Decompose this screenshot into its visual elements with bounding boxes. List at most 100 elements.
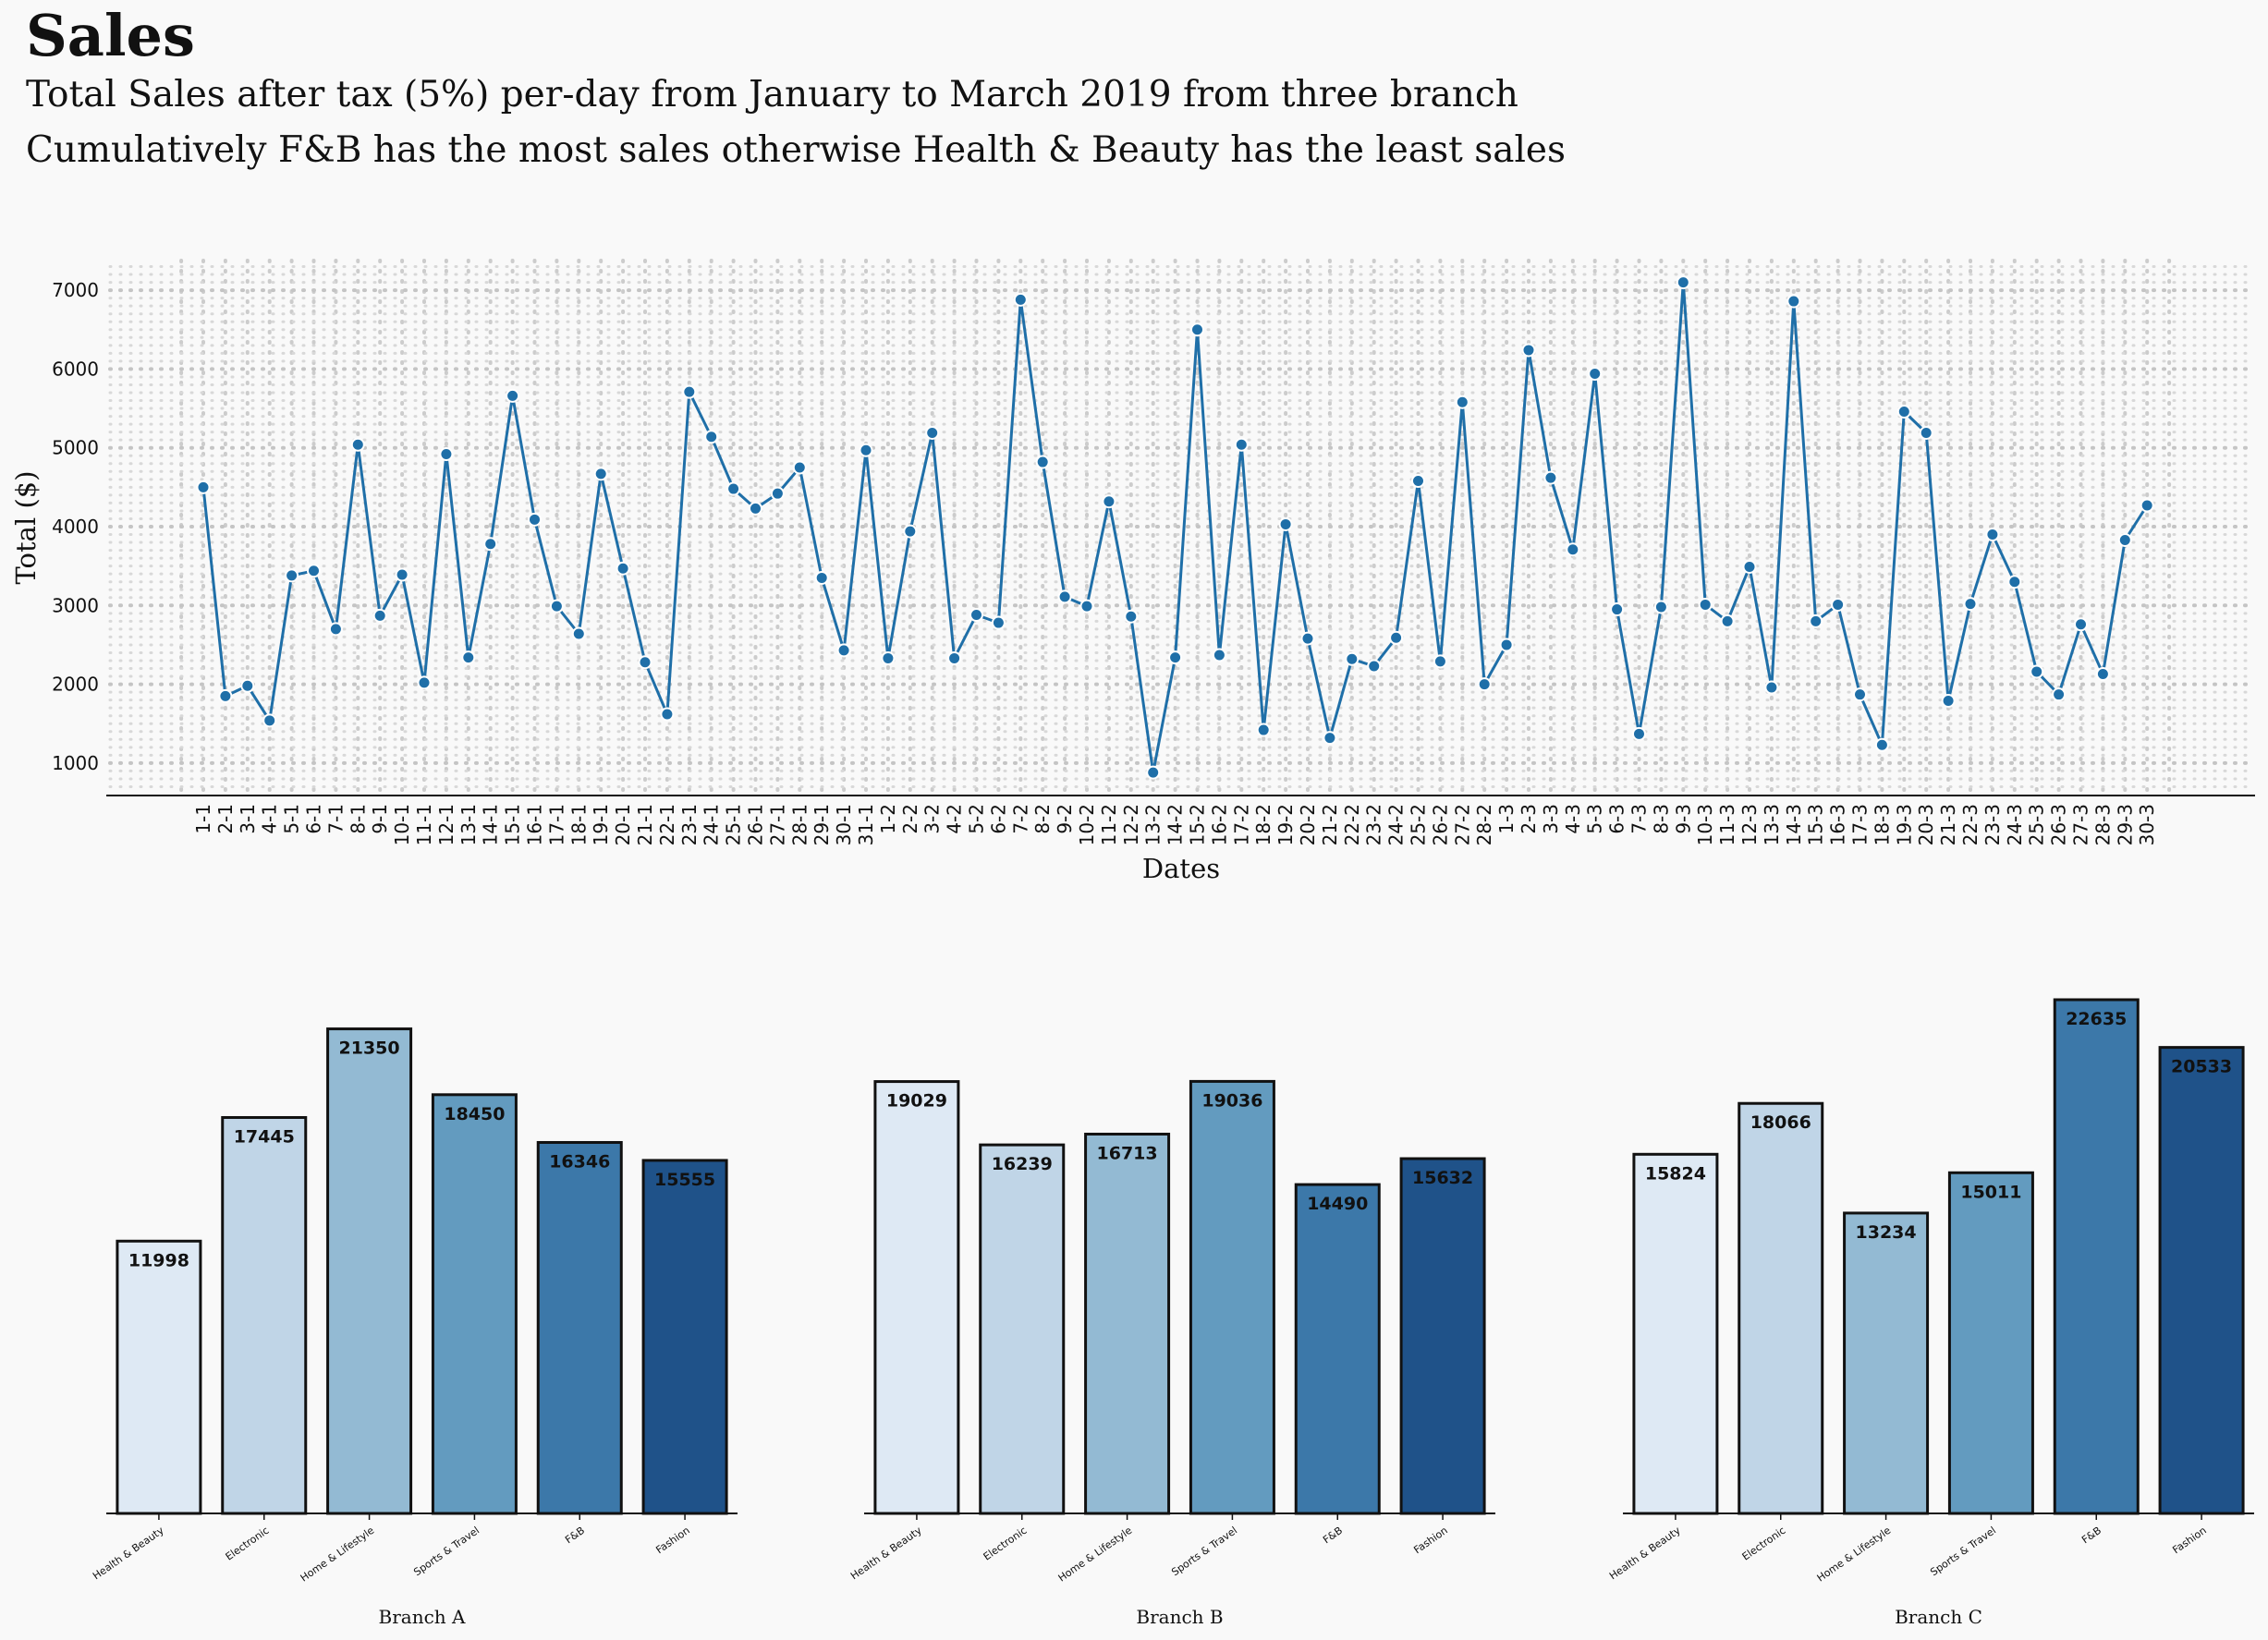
bar-value-label: 15555 bbox=[654, 1170, 715, 1190]
x-tick-label: 14-1 bbox=[480, 804, 502, 845]
y-tick-label: 4000 bbox=[52, 516, 99, 538]
data-point bbox=[1234, 437, 1249, 452]
data-point bbox=[593, 467, 608, 481]
x-tick-label: 12-3 bbox=[1738, 804, 1761, 845]
data-point bbox=[1389, 630, 1404, 645]
x-tick-label: 1-2 bbox=[877, 804, 899, 834]
x-tick-label: 22-1 bbox=[656, 804, 678, 845]
data-point bbox=[1079, 599, 1094, 613]
bar bbox=[1399, 1157, 1486, 1515]
category-label: Fashion bbox=[1411, 1525, 1449, 1556]
x-tick-label: 26-2 bbox=[1429, 804, 1451, 845]
data-point bbox=[1035, 455, 1050, 469]
x-tick-label: 27-3 bbox=[2070, 804, 2092, 845]
data-point bbox=[2074, 617, 2088, 632]
data-point bbox=[991, 615, 1006, 630]
data-point bbox=[1057, 589, 1072, 604]
x-tick-label: 25-2 bbox=[1408, 804, 1430, 845]
x-tick-label: 23-2 bbox=[1363, 804, 1385, 845]
x-tick-label: 13-1 bbox=[457, 804, 480, 845]
bar bbox=[536, 1140, 623, 1515]
chart-subtitle-1: Total Sales after tax (5%) per-day from … bbox=[26, 74, 1518, 115]
x-tick-label: 31-1 bbox=[855, 804, 877, 845]
y-tick-label: 7000 bbox=[52, 279, 99, 301]
data-point bbox=[903, 524, 918, 539]
category-label: Health & Beauty bbox=[848, 1525, 924, 1583]
data-point bbox=[925, 426, 940, 440]
data-point bbox=[1212, 648, 1226, 662]
data-point bbox=[1874, 737, 1889, 752]
x-tick-label: 5-3 bbox=[1584, 804, 1606, 834]
x-tick-label: 4-3 bbox=[1562, 804, 1584, 834]
bar-value-label: 17445 bbox=[234, 1126, 295, 1147]
x-tick-label: 17-3 bbox=[1849, 804, 1872, 845]
data-point bbox=[1146, 765, 1161, 780]
data-point bbox=[1190, 322, 1204, 337]
x-tick-label: 22-3 bbox=[1959, 804, 1981, 845]
data-point bbox=[1786, 294, 1801, 309]
x-tick-label: 28-1 bbox=[788, 804, 811, 845]
x-tick-label: 10-2 bbox=[1076, 804, 1098, 845]
category-label: F&B bbox=[2079, 1525, 2103, 1547]
bar-value-label: 21350 bbox=[339, 1039, 400, 1059]
x-tick-label: 14-3 bbox=[1783, 804, 1805, 845]
data-point bbox=[328, 622, 343, 637]
data-point bbox=[240, 678, 255, 693]
data-point bbox=[1764, 680, 1779, 695]
bar bbox=[1294, 1183, 1381, 1515]
x-tick-label: 21-1 bbox=[634, 804, 656, 845]
data-point bbox=[1521, 343, 1536, 358]
data-point bbox=[461, 650, 476, 665]
x-tick-label: 2-1 bbox=[214, 804, 237, 834]
bar bbox=[221, 1115, 308, 1515]
x-tick-label: 19-1 bbox=[590, 804, 612, 845]
x-tick-label: 18-2 bbox=[1252, 804, 1274, 845]
category-label: Fashion bbox=[653, 1525, 691, 1556]
x-tick-label: 20-1 bbox=[612, 804, 634, 845]
data-point bbox=[660, 707, 675, 722]
x-tick-label: 28-3 bbox=[2091, 804, 2114, 845]
category-label: Home & Lifestyle bbox=[1056, 1525, 1135, 1585]
bar-value-label: 16346 bbox=[549, 1151, 610, 1172]
category-label: Electronic bbox=[224, 1525, 272, 1563]
bar bbox=[2053, 998, 2140, 1515]
y-axis-label: Total ($) bbox=[10, 470, 42, 584]
data-point bbox=[1367, 659, 1382, 674]
category-label: Sports & Travel bbox=[1169, 1525, 1239, 1579]
branch-label: Branch C bbox=[1895, 1606, 1982, 1628]
data-point bbox=[218, 688, 233, 703]
bar-value-label: 18066 bbox=[1750, 1112, 1811, 1133]
x-tick-label: 21-2 bbox=[1319, 804, 1341, 845]
data-point bbox=[1985, 528, 2000, 542]
category-label: Health & Beauty bbox=[91, 1525, 166, 1583]
x-tick-label: 28-2 bbox=[1473, 804, 1495, 845]
x-tick-label: 9-2 bbox=[1054, 804, 1076, 834]
x-tick-label: 22-2 bbox=[1341, 804, 1363, 845]
data-point bbox=[395, 567, 409, 582]
bar-value-label: 19029 bbox=[886, 1091, 947, 1112]
data-point bbox=[638, 655, 652, 670]
x-tick-label: 23-3 bbox=[1981, 804, 2004, 845]
x-tick-label: 11-3 bbox=[1716, 804, 1738, 845]
x-tick-label: 13-2 bbox=[1142, 804, 1164, 845]
x-tick-label: 8-1 bbox=[347, 804, 369, 834]
x-tick-label: 16-2 bbox=[1208, 804, 1230, 845]
category-label: Fashion bbox=[2170, 1525, 2208, 1556]
bar bbox=[1084, 1132, 1171, 1515]
data-point bbox=[2052, 687, 2067, 702]
data-point bbox=[2140, 498, 2154, 513]
data-point bbox=[2095, 667, 2110, 681]
bar bbox=[1843, 1211, 1930, 1515]
data-point bbox=[792, 460, 807, 475]
data-point bbox=[350, 437, 365, 452]
data-point bbox=[1013, 292, 1028, 307]
x-tick-label: 29-1 bbox=[811, 804, 833, 845]
bar-value-label: 13234 bbox=[1856, 1222, 1917, 1243]
data-point bbox=[1168, 650, 1183, 665]
x-tick-label: 29-3 bbox=[2114, 804, 2136, 845]
data-point bbox=[1653, 600, 1668, 614]
x-tick-label: 23-1 bbox=[678, 804, 701, 845]
x-tick-label: 24-1 bbox=[701, 804, 723, 845]
bar-value-label: 16239 bbox=[992, 1154, 1053, 1174]
